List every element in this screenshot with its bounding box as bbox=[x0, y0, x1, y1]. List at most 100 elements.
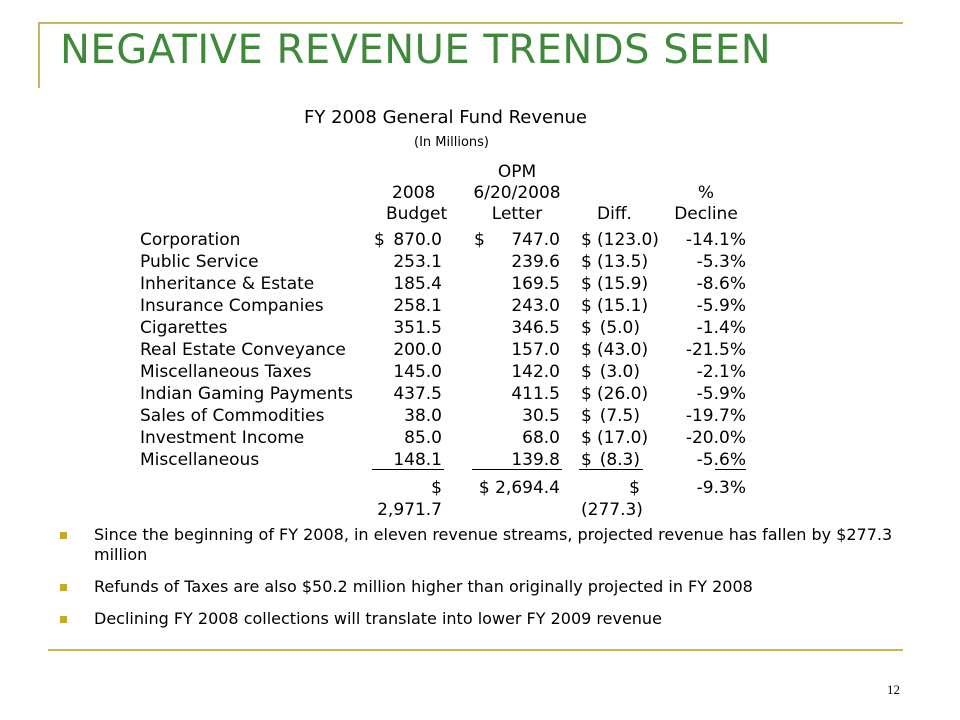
decline-value: -2.1% bbox=[696, 362, 746, 382]
header-letter-source: OPM bbox=[497, 162, 537, 182]
header-letter-date: 6/20/2008 bbox=[473, 183, 561, 203]
header-budget-year: 2008 bbox=[392, 183, 436, 203]
bullet-square-icon bbox=[60, 584, 67, 591]
diff-currency: $ bbox=[581, 428, 592, 448]
diff-currency: $ bbox=[581, 230, 592, 250]
diff-currency: $ bbox=[581, 252, 592, 272]
total-budget: $ 2,971.7 bbox=[377, 478, 442, 520]
bullet-text: Refunds of Taxes are also $50.2 million … bbox=[94, 577, 753, 596]
budget-value: 85.0 bbox=[404, 428, 442, 448]
letter-currency: $ bbox=[474, 230, 485, 250]
table-row: Real Estate Conveyance 200.0 157.0 $ (43.0) -… bbox=[0, 339, 960, 361]
budget-value: 258.1 bbox=[393, 296, 442, 316]
diff-value: (7.5) bbox=[599, 406, 640, 426]
row-label: Insurance Companies bbox=[140, 296, 324, 316]
letter-value: 68.0 bbox=[522, 428, 560, 448]
budget-value: 351.5 bbox=[393, 318, 442, 338]
bullet-item: Declining FY 2008 collections will trans… bbox=[60, 609, 910, 629]
decline-value: -19.7% bbox=[685, 406, 746, 426]
total-diff: $ (277.3) bbox=[581, 478, 643, 520]
header-pct-symbol: % bbox=[697, 183, 715, 203]
row-label: Inheritance & Estate bbox=[140, 274, 315, 294]
row-label: Corporation bbox=[140, 230, 241, 250]
letter-value: 30.5 bbox=[522, 406, 560, 426]
diff-value: (123.0) bbox=[597, 230, 659, 250]
total-row: $ 2,971.7 $ 2,694.4 $ (277.3) -9.3% bbox=[0, 477, 960, 520]
diff-value: (15.1) bbox=[597, 296, 649, 316]
row-label: Public Service bbox=[140, 252, 259, 272]
budget-value: 38.0 bbox=[404, 406, 442, 426]
bottom-rule bbox=[48, 649, 903, 651]
bullet-square-icon bbox=[60, 532, 67, 539]
diff-currency: $ bbox=[581, 296, 592, 316]
letter-value: 157.0 bbox=[511, 340, 560, 360]
total-letter: $ 2,694.4 bbox=[478, 478, 560, 498]
budget-value: 148.1 bbox=[393, 450, 442, 470]
header-diff: Diff. bbox=[597, 204, 632, 224]
letter-value: 411.5 bbox=[511, 384, 560, 404]
row-label: Real Estate Conveyance bbox=[140, 340, 346, 360]
diff-currency: $ bbox=[581, 274, 592, 294]
decline-value: -8.6% bbox=[696, 274, 746, 294]
diff-currency: $ bbox=[581, 340, 592, 360]
header-budget-label: Budget bbox=[386, 204, 448, 224]
table-title: FY 2008 General Fund Revenue bbox=[304, 107, 587, 128]
table-row: Inheritance & Estate 185.4 169.5 $ (15.9) -8.… bbox=[0, 273, 960, 295]
row-label: Miscellaneous Taxes bbox=[140, 362, 312, 382]
letter-value: 142.0 bbox=[511, 362, 560, 382]
bullet-item: Refunds of Taxes are also $50.2 million … bbox=[60, 577, 910, 597]
decline-value: -21.5% bbox=[685, 340, 746, 360]
decline-value: -5.9% bbox=[696, 296, 746, 316]
decline-value: -20.0% bbox=[685, 428, 746, 448]
letter-value: 243.0 bbox=[511, 296, 560, 316]
budget-value: 185.4 bbox=[393, 274, 442, 294]
diff-value: (13.5) bbox=[597, 252, 649, 272]
top-rule bbox=[40, 22, 903, 24]
letter-value: 139.8 bbox=[511, 450, 560, 470]
table-row: Sales of Commodities 38.0 30.5 $ (7.5) -19.7% bbox=[0, 405, 960, 427]
diff-value: (17.0) bbox=[597, 428, 649, 448]
diff-value: (5.0) bbox=[599, 318, 640, 338]
table-row: Indian Gaming Payments 437.5 411.5 $ (26.0) -… bbox=[0, 383, 960, 405]
decline-value: -1.4% bbox=[696, 318, 746, 338]
table-row: Miscellaneous 148.1 139.8 $ (8.3) -5.6% bbox=[0, 449, 960, 471]
row-label: Sales of Commodities bbox=[140, 406, 325, 426]
bullet-text: Since the beginning of FY 2008, in eleve… bbox=[94, 525, 893, 564]
table-row: Public Service 253.1 239.6 $ (13.5) -5.3% bbox=[0, 251, 960, 273]
revenue-table: Corporation $870.0 $747.0 $ (123.0) -14.1% Pub… bbox=[0, 229, 960, 520]
header-letter-label: Letter bbox=[491, 204, 543, 224]
slide-title: NEGATIVE REVENUE TRENDS SEEN bbox=[60, 27, 772, 73]
letter-value: 346.5 bbox=[511, 318, 560, 338]
letter-value: 747.0 bbox=[511, 230, 560, 250]
bullet-item: Since the beginning of FY 2008, in eleve… bbox=[60, 525, 910, 565]
letter-value: 169.5 bbox=[511, 274, 560, 294]
decline-value: -5.6% bbox=[696, 450, 746, 470]
page-number: 12 bbox=[887, 682, 900, 697]
table-subtitle: (In Millions) bbox=[414, 135, 489, 150]
sum-underline bbox=[472, 469, 562, 470]
row-label: Indian Gaming Payments bbox=[140, 384, 354, 404]
bullet-list: Since the beginning of FY 2008, in eleve… bbox=[60, 525, 910, 641]
decline-value: -14.1% bbox=[685, 230, 746, 250]
diff-value: (8.3) bbox=[599, 450, 640, 470]
table-row: Miscellaneous Taxes 145.0 142.0 $ (3.0) -2.1% bbox=[0, 361, 960, 383]
sum-underline bbox=[579, 469, 643, 470]
header-decline-label: Decline bbox=[674, 204, 738, 224]
budget-value: 437.5 bbox=[393, 384, 442, 404]
left-rule bbox=[38, 22, 40, 88]
budget-value: 145.0 bbox=[393, 362, 442, 382]
diff-value: (3.0) bbox=[599, 362, 640, 382]
budget-value: 870.0 bbox=[393, 230, 442, 250]
diff-value: (43.0) bbox=[597, 340, 649, 360]
table-row: Cigarettes 351.5 346.5 $ (5.0) -1.4% bbox=[0, 317, 960, 339]
diff-value: (15.9) bbox=[597, 274, 649, 294]
row-label: Investment Income bbox=[140, 428, 305, 448]
budget-value: 200.0 bbox=[393, 340, 442, 360]
sum-underline bbox=[372, 469, 444, 470]
table-row: Insurance Companies 258.1 243.0 $ (15.1) -5.9… bbox=[0, 295, 960, 317]
decline-value: -5.9% bbox=[696, 384, 746, 404]
decline-value: -5.3% bbox=[696, 252, 746, 272]
row-label: Miscellaneous bbox=[140, 450, 260, 470]
diff-currency: $ bbox=[581, 450, 592, 470]
budget-currency: $ bbox=[374, 230, 385, 250]
